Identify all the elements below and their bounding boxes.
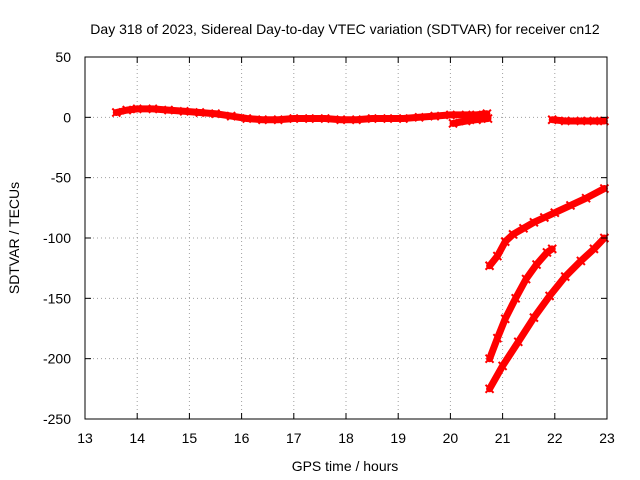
data-point — [351, 115, 362, 125]
x-tick-label: 23 — [599, 430, 615, 446]
data-point — [448, 118, 458, 129]
data-point — [484, 261, 495, 271]
data-point — [508, 229, 518, 240]
data-point — [320, 113, 330, 124]
data-point — [304, 113, 315, 124]
series-segment-c — [484, 183, 610, 271]
data-point — [383, 113, 393, 124]
data-point — [414, 112, 424, 123]
data-point — [497, 361, 508, 371]
x-tick-label: 17 — [286, 430, 302, 446]
data-point — [565, 200, 576, 211]
series-segment-b — [547, 115, 610, 126]
data-point — [500, 236, 510, 247]
data-point — [226, 111, 236, 121]
data-point — [430, 111, 440, 121]
data-point — [589, 244, 599, 254]
x-tick-label: 18 — [338, 430, 354, 446]
x-tick-label: 20 — [443, 430, 459, 446]
data-point — [336, 115, 346, 125]
data-point — [484, 353, 495, 364]
x-axis-label: GPS time / hours — [292, 458, 399, 474]
data-point — [163, 105, 174, 115]
data-point — [560, 116, 570, 126]
series-segment-a — [448, 113, 493, 129]
data-point — [521, 274, 531, 284]
data-point — [581, 193, 591, 203]
data-point — [367, 113, 377, 124]
y-tick-label: -150 — [43, 290, 71, 306]
series-main — [111, 104, 492, 125]
x-tick-label: 16 — [234, 430, 250, 446]
y-axis-label: SDTVAR / TECUs — [6, 182, 22, 294]
data-point — [122, 105, 132, 115]
data-point — [179, 106, 189, 117]
data-point — [500, 314, 510, 324]
x-tick-label: 13 — [77, 430, 93, 446]
data-point — [492, 333, 503, 343]
data-point — [148, 104, 158, 114]
data-point — [492, 251, 503, 261]
series-line — [449, 115, 492, 127]
data-point — [445, 110, 456, 120]
series-line — [548, 116, 608, 125]
data-point — [542, 247, 552, 258]
y-tick-label: 0 — [63, 109, 71, 125]
series-segment-d — [484, 244, 557, 364]
data-point — [576, 116, 586, 126]
data-point — [471, 115, 482, 125]
data-point — [398, 113, 409, 124]
data-point — [510, 293, 521, 304]
data-point — [273, 115, 283, 125]
y-tick-label: -200 — [43, 351, 71, 367]
data-point — [589, 116, 599, 126]
data-point — [539, 212, 550, 223]
data-point — [544, 291, 555, 301]
data-point — [560, 271, 570, 282]
series-line — [112, 105, 491, 124]
y-tick-label: -50 — [51, 170, 71, 186]
y-tick-label: 50 — [55, 49, 71, 65]
x-tick-label: 14 — [129, 430, 145, 446]
data-point — [550, 207, 560, 218]
data-point — [132, 104, 142, 114]
series-layer — [111, 104, 610, 394]
x-tick-label: 15 — [182, 430, 198, 446]
data-point — [289, 113, 299, 124]
x-tick-label: 21 — [495, 430, 511, 446]
data-point — [529, 312, 539, 323]
data-point — [461, 116, 471, 126]
y-tick-label: -100 — [43, 230, 71, 246]
data-point — [547, 244, 557, 254]
data-point — [531, 259, 542, 270]
data-point — [195, 107, 205, 118]
data-point — [242, 113, 252, 124]
data-point — [518, 223, 529, 234]
data-point — [547, 115, 557, 125]
data-point — [111, 107, 122, 118]
x-tick-label: 22 — [547, 430, 563, 446]
data-point — [529, 217, 539, 228]
data-point — [483, 113, 493, 124]
data-point — [513, 337, 523, 347]
x-tick-label: 19 — [390, 430, 406, 446]
data-point — [257, 115, 268, 125]
ticks-layer: 13 14 15 16 17 18 19 20 21 22 23 50 0 -50 -100 -150 -200… — [43, 49, 615, 446]
y-tick-label: -250 — [43, 411, 71, 427]
data-point — [210, 109, 221, 119]
data-point — [576, 256, 586, 266]
data-point — [484, 384, 495, 394]
chart-title: Day 318 of 2023, Sidereal Day-to-day VTE… — [90, 21, 600, 37]
